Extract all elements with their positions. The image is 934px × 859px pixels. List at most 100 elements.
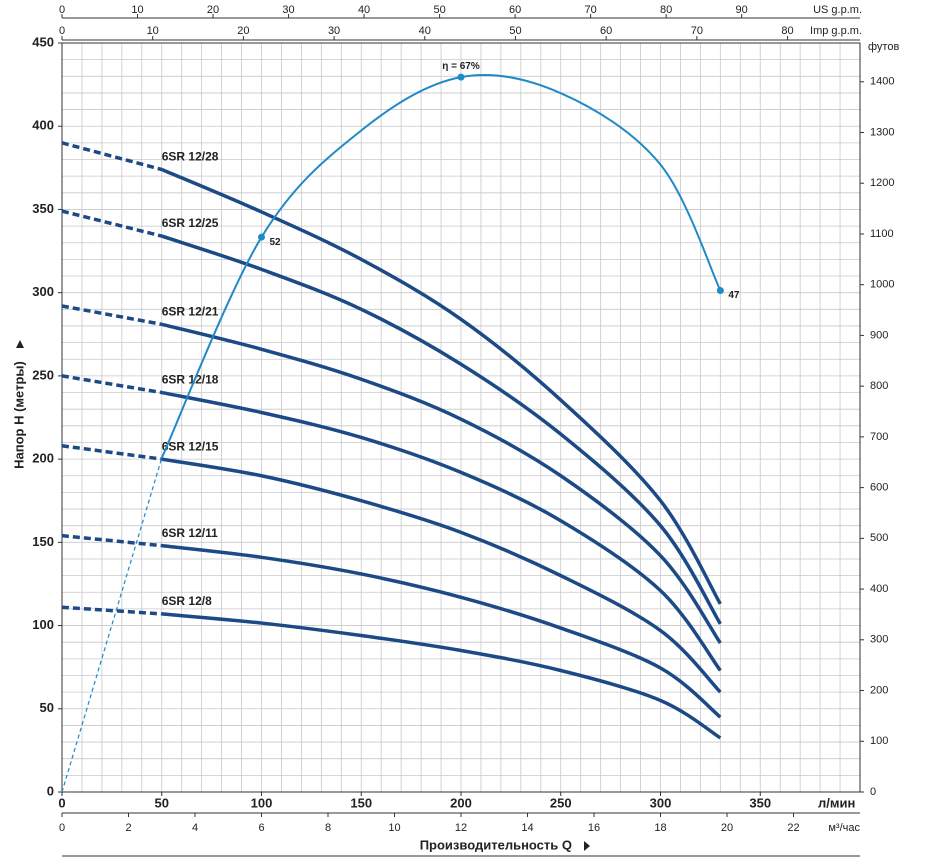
series-line-extrapolated: [61, 533, 162, 548]
efficiency-point: [258, 233, 265, 241]
series-line-extrapolated: [61, 141, 163, 172]
bottom-tick-label: 4: [192, 822, 198, 834]
efficiency-label: 47: [728, 290, 740, 301]
series-line-extrapolated: [61, 605, 162, 616]
bottom-tick-label: 14: [521, 822, 533, 834]
y2-tick-label: 1000: [870, 279, 894, 291]
bottom-tick-label: 20: [721, 822, 733, 834]
series-line: [161, 390, 722, 672]
x-tick-label: 200: [450, 795, 472, 810]
y2-tick-label: 0: [870, 786, 876, 798]
series-label: 6SR 12/28: [162, 150, 219, 164]
series-line-extrapolated: [61, 374, 163, 395]
y2-tick-label: 500: [870, 532, 888, 544]
x-title: Производительность Q: [420, 837, 572, 852]
top-tick-label: 30: [282, 4, 294, 16]
y2-tick-label: 700: [870, 431, 888, 443]
top-axis-label: US g.p.m.: [813, 4, 862, 16]
y-tick-label: 350: [32, 201, 54, 216]
efficiency-line: [160, 74, 722, 459]
top-tick-label: 20: [207, 4, 219, 16]
bottom-tick-label: 2: [125, 822, 131, 834]
top-tick-label: 80: [660, 4, 672, 16]
top-tick-label: 90: [736, 4, 748, 16]
top-tick-label: 10: [131, 4, 143, 16]
y-tick-label: 100: [32, 617, 54, 632]
series-label: 6SR 12/25: [162, 216, 219, 230]
efficiency-line-extrapolated: [61, 457, 163, 793]
bottom-tick-label: 8: [325, 822, 331, 834]
y-tick-label: 450: [32, 34, 54, 49]
bottom-tick-label: 18: [654, 822, 666, 834]
series-label: 6SR 12/11: [162, 526, 218, 540]
y2-tick-label: 400: [870, 583, 888, 595]
y2-tick-label: 200: [870, 684, 888, 696]
y2-axis-label: футов: [868, 41, 899, 53]
series-label: 6SR 12/21: [162, 304, 219, 318]
y2-tick-label: 1400: [870, 76, 894, 88]
top-tick-label: 40: [358, 4, 370, 16]
top-tick-label: 50: [433, 4, 445, 16]
y2-tick-label: 100: [870, 735, 888, 747]
bottom-tick-label: 12: [455, 822, 467, 834]
y-tick-label: 150: [32, 534, 54, 549]
y-tick-label: 250: [32, 367, 54, 382]
series-line: [161, 457, 722, 694]
y2-tick-label: 800: [870, 380, 888, 392]
y-axis-label: Напор H (метры): [11, 361, 26, 469]
top-tick-label: 60: [600, 25, 612, 37]
plot-frame: [61, 42, 861, 793]
efficiency-label: η = 67%: [442, 61, 480, 72]
top-tick-label: 20: [237, 25, 249, 37]
efficiency-point: [716, 287, 724, 295]
x-tick-label: 150: [350, 795, 372, 810]
top-tick-label: 80: [781, 25, 793, 37]
x-tick-label: 0: [58, 795, 65, 810]
series-line: [161, 543, 722, 719]
series-line: [161, 322, 722, 645]
y-arrow: [16, 340, 24, 348]
series-line-extrapolated: [61, 304, 163, 327]
top-tick-label: 60: [509, 4, 521, 16]
efficiency-label: 52: [270, 237, 282, 248]
top-tick-label: 0: [59, 4, 65, 16]
top-tick-label: 0: [59, 25, 65, 37]
x-tick-label: 100: [251, 795, 273, 810]
series-label: 6SR 12/15: [162, 439, 219, 453]
series-line: [161, 167, 722, 605]
top-tick-label: 10: [147, 25, 159, 37]
y-tick-label: 300: [32, 284, 54, 299]
top-axis-label: Imp g.p.m.: [810, 25, 862, 37]
efficiency-point: [457, 73, 465, 81]
bottom-axis-label: м³/час: [828, 822, 860, 834]
x-tick-label: 50: [155, 795, 169, 810]
y-tick-label: 200: [32, 451, 54, 466]
series-label: 6SR 12/8: [162, 594, 212, 608]
bottom-tick-label: 22: [787, 822, 799, 834]
y2-tick-label: 900: [870, 329, 888, 341]
series-line: [161, 234, 722, 625]
x-tick-label: 300: [650, 795, 672, 810]
bottom-tick-label: 10: [388, 822, 400, 834]
top-tick-label: 40: [419, 25, 431, 37]
top-tick-label: 70: [691, 25, 703, 37]
x-arrow: [584, 841, 590, 851]
x-axis-label: л/мин: [818, 795, 855, 810]
y2-tick-label: 600: [870, 482, 888, 494]
y2-tick-label: 1200: [870, 177, 894, 189]
series-line-extrapolated: [61, 209, 163, 238]
series-line-extrapolated: [61, 444, 162, 461]
series-label: 6SR 12/18: [162, 373, 219, 387]
y-tick-label: 0: [47, 783, 54, 798]
series-line: [161, 612, 722, 740]
y2-tick-label: 1300: [870, 126, 894, 138]
y-tick-label: 400: [32, 118, 54, 133]
top-tick-label: 30: [328, 25, 340, 37]
y2-tick-label: 1100: [870, 228, 894, 240]
bottom-tick-label: 0: [59, 822, 65, 834]
y2-tick-label: 300: [870, 634, 888, 646]
bottom-tick-label: 6: [258, 822, 264, 834]
y-tick-label: 50: [40, 700, 54, 715]
